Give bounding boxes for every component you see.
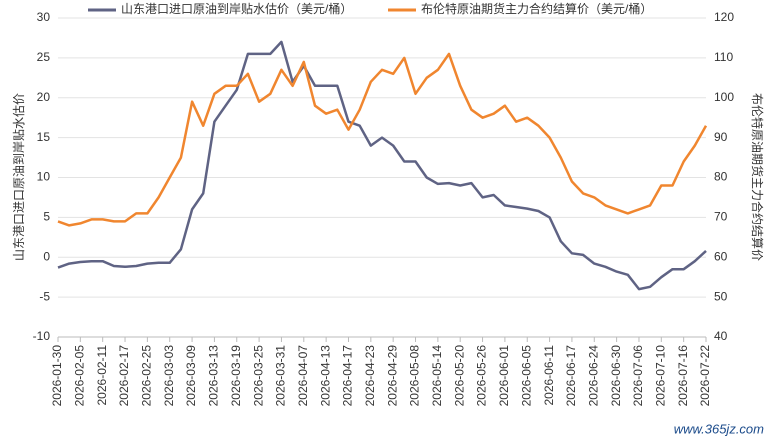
x-tick-label: 2026-04-17	[341, 345, 355, 407]
y-tick-label: -10	[33, 329, 51, 343]
x-tick-label: 2026-04-07	[296, 345, 310, 407]
y2-tick-label: 120	[714, 10, 734, 24]
x-tick-label: 2026-02-17	[117, 345, 131, 407]
x-tick-label: 2026-04-13	[318, 345, 332, 407]
y2-axis-title: 布伦特原油期货主力合约结算价	[750, 93, 765, 261]
x-tick-label: 2026-03-03	[162, 345, 176, 407]
y2-tick-label: 100	[714, 90, 734, 104]
y-axis-title: 山东港口进口原油到岸贴水估价	[12, 93, 26, 261]
x-tick-label: 2026-04-23	[363, 345, 377, 407]
x-tick-label: 2026-05-14	[430, 345, 444, 407]
watermark: www.365jz.com	[674, 421, 764, 436]
y-tick-label: 15	[37, 130, 51, 144]
x-tick-label: 2026-03-25	[251, 345, 265, 407]
x-tick-label: 2026-01-30	[50, 345, 64, 407]
y-tick-label: 30	[37, 10, 51, 24]
x-tick-label: 2026-06-17	[564, 345, 578, 407]
x-tick-label: 2026-07-10	[653, 345, 667, 407]
x-tick-label: 2026-06-01	[497, 345, 511, 407]
y-tick-label: 25	[37, 50, 51, 64]
y2-tick-label: 80	[714, 170, 728, 184]
line	[57, 40, 707, 291]
x-tick-label: 2026-02-05	[73, 345, 87, 407]
x-tick-label: 2026-06-30	[609, 345, 623, 407]
x-tick-label: 2026-05-20	[452, 345, 466, 407]
x-tick-label: 2026-02-11	[95, 345, 109, 406]
y2-tick-label: 40	[714, 329, 728, 343]
x-tick-label: 2026-03-19	[229, 345, 243, 407]
x-tick-label: 2026-07-22	[698, 345, 712, 407]
y-tick-label: 20	[37, 90, 51, 104]
legend-label: 山东港口进口原油到岸贴水估价（美元/桶）	[121, 1, 352, 16]
x-tick-label: 2026-03-13	[207, 345, 221, 407]
x-tick-label: 2026-06-05	[519, 345, 533, 407]
x-tick-label: 2026-03-31	[274, 345, 288, 407]
y-tick-label: 0	[43, 249, 50, 263]
y2-tick-label: 50	[714, 289, 728, 303]
x-tick-label: 2026-05-26	[475, 345, 489, 407]
y-tick-label: -5	[39, 289, 50, 303]
x-tick-label: 2026-05-08	[408, 345, 422, 407]
y2-tick-label: 90	[714, 130, 728, 144]
x-tick-label: 2026-03-09	[184, 345, 198, 407]
y2-tick-label: 110	[714, 50, 733, 64]
y-tick-label: 5	[43, 210, 50, 224]
x-tick-label: 2026-07-16	[676, 345, 690, 407]
x-tick-label: 2026-04-29	[385, 345, 399, 407]
legend-label: 布伦特原油期货主力合约结算价（美元/桶）	[421, 1, 652, 16]
x-tick-label: 2026-07-06	[631, 345, 645, 407]
y-tick-label: 10	[37, 170, 51, 184]
x-tick-label: 2026-02-25	[140, 345, 154, 407]
y2-tick-label: 70	[714, 210, 728, 224]
line	[57, 52, 708, 227]
x-tick-label: 2026-06-24	[586, 345, 600, 407]
x-tick-label: 2026-06-11	[542, 345, 556, 406]
y2-tick-label: 60	[714, 249, 728, 263]
